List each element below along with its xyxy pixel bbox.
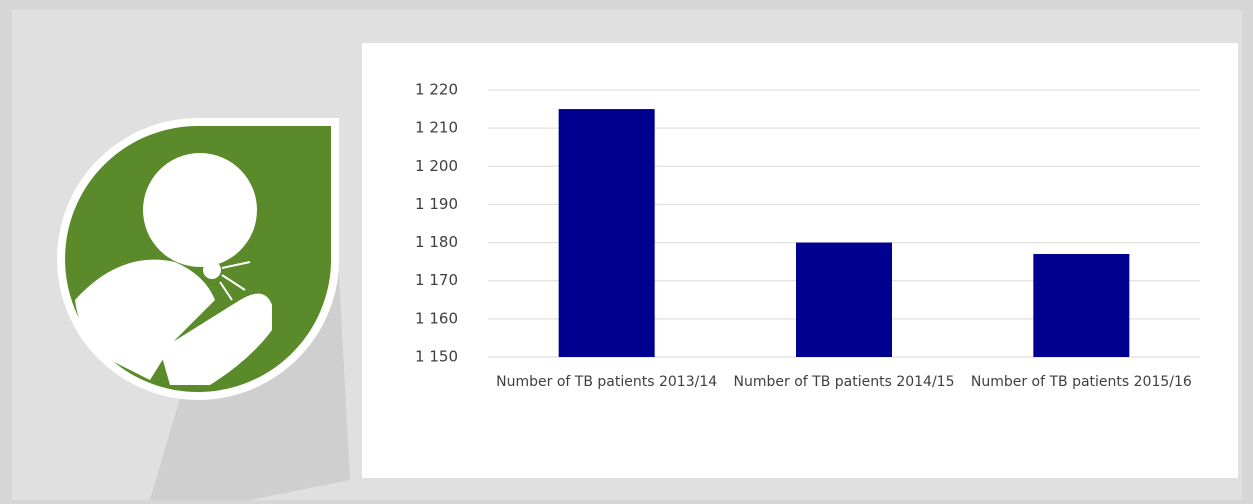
x-tick-label: Number of TB patients 2014/15 bbox=[733, 374, 955, 390]
x-tick-label: Number of TB patients 2015/16 bbox=[970, 374, 1192, 390]
y-tick-label: 1 170 bbox=[415, 271, 458, 289]
x-tick-label: Number of TB patients 2013/14 bbox=[496, 374, 718, 390]
y-tick-label: 1 180 bbox=[415, 233, 458, 251]
y-tick-label: 1 200 bbox=[415, 157, 458, 175]
bar bbox=[796, 242, 892, 357]
y-tick-label: 1 210 bbox=[415, 119, 458, 137]
bar bbox=[558, 109, 655, 357]
y-tick-label: 1 150 bbox=[415, 348, 458, 366]
y-tick-label: 1 160 bbox=[415, 309, 458, 327]
y-tick-label: 1 190 bbox=[415, 195, 458, 213]
bar bbox=[1033, 254, 1130, 357]
y-tick-label: 1 220 bbox=[415, 81, 458, 99]
tb-icon bbox=[57, 117, 340, 400]
